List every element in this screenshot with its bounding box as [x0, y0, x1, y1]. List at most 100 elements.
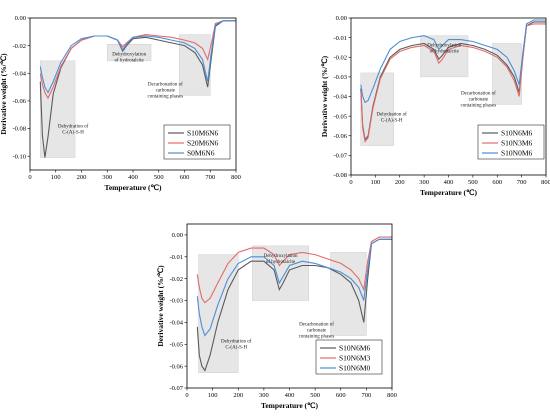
y-tick-label: -0.07: [169, 385, 183, 392]
y-axis-label: Derivative weight (%/℃): [0, 53, 8, 135]
x-tick-label: 500: [154, 174, 164, 181]
y-tick-label: -0.01: [333, 35, 347, 42]
y-tick-label: -0.03: [169, 298, 183, 305]
x-axis-label: Temperature (℃): [261, 401, 318, 410]
y-tick-label: -0.04: [12, 70, 26, 77]
legend-label: S10N6M6: [339, 344, 371, 353]
legend-label: S10N0M6: [501, 149, 533, 158]
y-tick-label: -0.08: [333, 172, 347, 179]
annotation-region: [198, 254, 239, 373]
annotation-label: Dehydroxylation: [112, 52, 146, 57]
annotation-region: [179, 34, 211, 96]
annotation-label: C-(A)-S-H: [225, 346, 247, 351]
legend-label: S0M6N6: [187, 149, 215, 158]
legend-label: S10M6N6: [187, 129, 219, 138]
chart-panel-1: Dehydration ofC-(A)-S-H Dehydroxylationof…: [0, 15, 241, 192]
x-tick-label: 0: [185, 392, 188, 399]
y-tick-label: 0.00: [15, 15, 26, 22]
x-tick-label: 400: [444, 179, 454, 186]
series-line-S10M6N6: [39, 20, 236, 158]
x-tick-label: 700: [362, 392, 372, 399]
annotation-label: carbonate: [307, 329, 327, 334]
legend-label: S10N6M6: [501, 129, 533, 138]
x-tick-label: 800: [231, 174, 241, 181]
annotation-label: Dehydration of: [221, 340, 252, 345]
y-tick-label: -0.05: [169, 341, 183, 348]
annotation-label: containing phases: [461, 103, 497, 108]
series-line-S20M6N6: [39, 20, 236, 100]
x-tick-label: 100: [208, 392, 218, 399]
y-tick-label: -0.06: [169, 363, 183, 370]
x-axis-label: Temperature (℃): [420, 188, 477, 197]
y-tick-label: -0.04: [333, 94, 347, 101]
annotation-label: C-(A)-S-H: [381, 119, 403, 124]
x-tick-label: 200: [77, 174, 87, 181]
annotation-region: [107, 44, 152, 62]
y-tick-label: -0.04: [169, 320, 183, 327]
x-tick-label: 500: [310, 392, 320, 399]
legend-label: S10N3M6: [501, 139, 533, 148]
y-tick-label: -0.07: [333, 153, 347, 160]
annotation-region: [252, 245, 309, 301]
x-tick-label: 400: [285, 392, 295, 399]
x-axis-label: Temperature (℃): [105, 183, 162, 192]
x-tick-label: 300: [102, 174, 112, 181]
y-tick-label: -0.06: [12, 98, 26, 105]
x-tick-label: 200: [233, 392, 243, 399]
chart-panel-2: Dehydration ofC-(A)-S-H Dehydroxylationof…: [320, 15, 550, 197]
x-tick-label: 500: [468, 179, 478, 186]
annotation-label: carbonate: [156, 88, 176, 93]
x-tick-label: 200: [395, 179, 405, 186]
x-tick-label: 400: [128, 174, 138, 181]
y-tick-label: -0.02: [333, 54, 347, 61]
y-tick-label: -0.02: [169, 276, 183, 283]
y-tick-label: -0.02: [12, 43, 26, 50]
y-tick-label: -0.01: [169, 254, 183, 261]
x-tick-label: 100: [51, 174, 61, 181]
series-line-S10N3M6: [360, 23, 546, 143]
legend-label: S10N6M3: [339, 354, 371, 363]
annotation-label: carbonate: [469, 97, 489, 102]
legend-label: S10N6M0: [339, 364, 371, 373]
series-line-S10N6M0: [196, 238, 392, 337]
x-tick-label: 0: [349, 179, 352, 186]
annotation-label: Dehydroxylation: [264, 254, 298, 259]
y-tick-label: 0.00: [336, 15, 347, 22]
y-tick-label: -0.10: [12, 153, 26, 160]
annotation-label: of hydrotalcite: [430, 50, 460, 55]
y-axis-label: Derivative weight (%/℃): [156, 265, 165, 347]
annotation-label: Dehydration of: [376, 113, 407, 118]
x-tick-label: 600: [180, 174, 190, 181]
legend-label: S20M6N6: [187, 139, 219, 148]
x-tick-label: 600: [336, 392, 346, 399]
x-tick-label: 800: [387, 392, 397, 399]
annotation-label: Dehydration of: [58, 125, 89, 130]
annotation-region: [360, 72, 394, 146]
annotation-label: of hydrotalcite: [114, 58, 144, 63]
annotation-region: [492, 43, 522, 105]
x-tick-label: 300: [259, 392, 269, 399]
y-tick-label: -0.06: [333, 133, 347, 140]
y-tick-label: 0.00: [172, 232, 183, 239]
y-axis-label: Derivative weight (%/℃): [320, 55, 329, 137]
annotation-region: [330, 252, 367, 336]
annotation-label: Decarbonation of: [299, 323, 334, 328]
series-line-S10N6M6: [196, 238, 392, 372]
x-tick-label: 600: [492, 179, 502, 186]
annotation-label: Decarbonation of: [461, 91, 496, 96]
x-tick-label: 700: [205, 174, 215, 181]
x-tick-label: 100: [371, 179, 381, 186]
annotation-label: containing phases: [148, 94, 184, 99]
annotation-label: Dehydroxylation: [427, 44, 461, 49]
annotation-label: of hydrotalcite: [266, 260, 296, 265]
annotation-label: containing phases: [299, 335, 335, 340]
x-tick-label: 800: [541, 179, 550, 186]
y-tick-label: -0.03: [333, 74, 347, 81]
x-tick-label: 300: [419, 179, 429, 186]
x-tick-label: 0: [28, 174, 31, 181]
annotation-label: C-(A)-S-H: [62, 131, 84, 136]
chart-panel-3: Dehydration ofC-(A)-S-H Dehydroxylationof…: [156, 223, 397, 410]
